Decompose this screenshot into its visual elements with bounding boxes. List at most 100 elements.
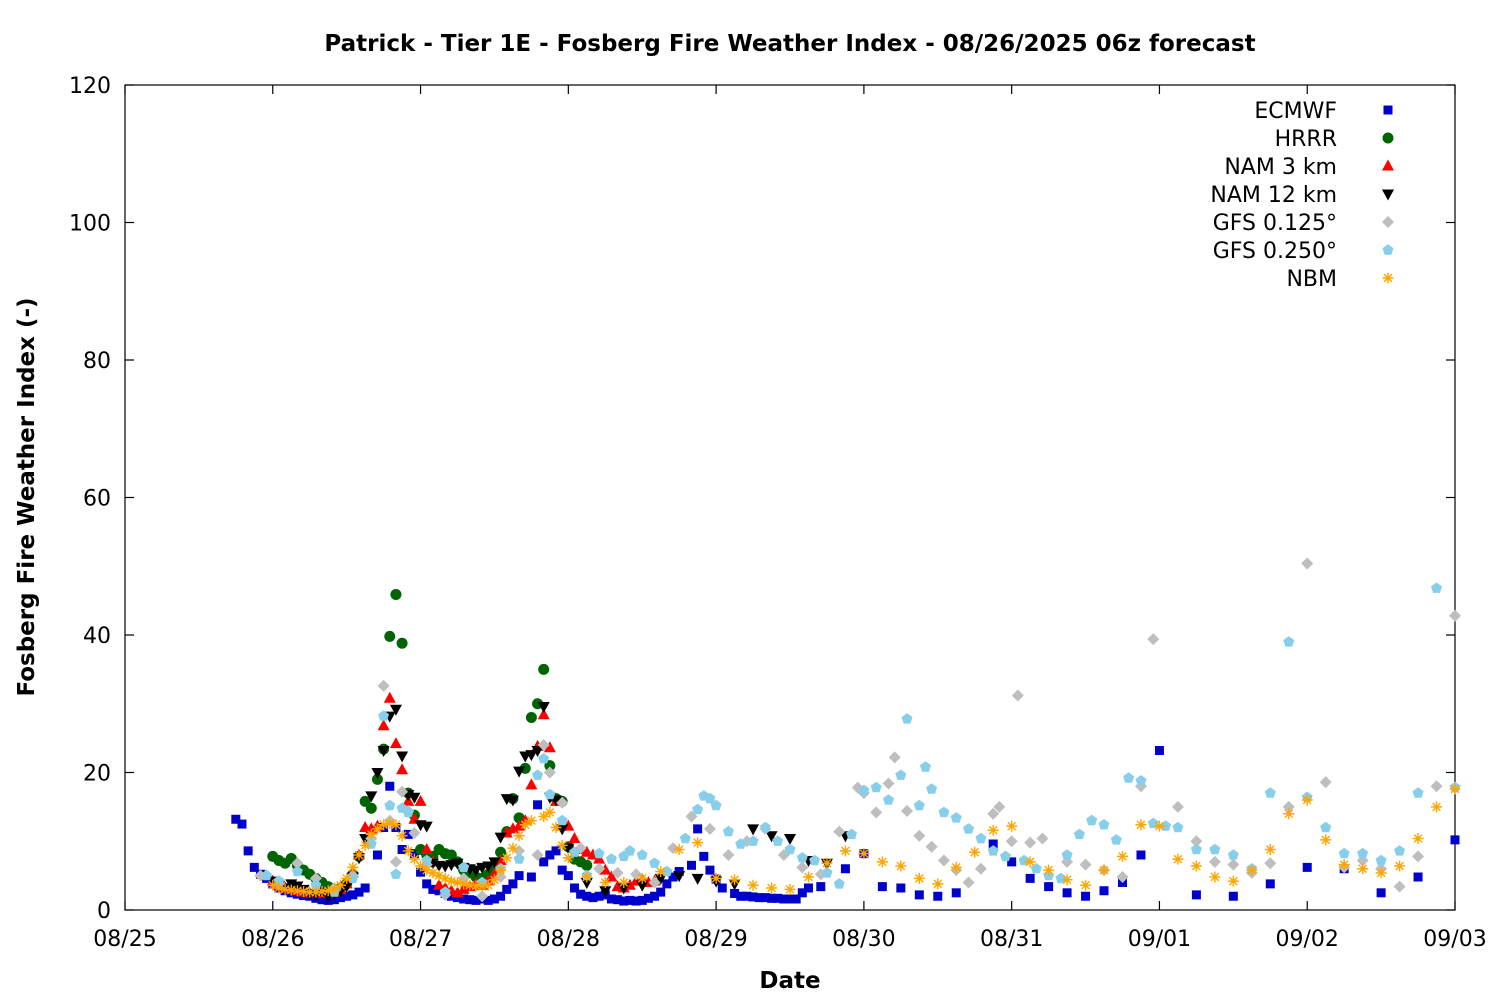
data-point: [544, 788, 556, 800]
data-point: [433, 878, 446, 890]
legend-label: NAM 3 km: [1224, 155, 1337, 180]
data-point: [1061, 849, 1073, 860]
data-point: [974, 862, 987, 875]
data-point: [791, 894, 801, 904]
data-point: [599, 863, 612, 875]
data-point: [1007, 857, 1017, 867]
data-point: [699, 851, 709, 861]
data-point: [465, 895, 475, 905]
data-point: [556, 839, 568, 851]
data-point: [365, 791, 378, 803]
data-point: [1283, 636, 1295, 647]
data-point: [796, 861, 809, 874]
data-point: [267, 879, 279, 891]
data-point: [1098, 819, 1110, 830]
data-point: [1301, 794, 1313, 806]
legend-label: NBM: [1286, 267, 1337, 292]
data-point: [389, 704, 402, 716]
data-point: [471, 895, 481, 905]
data-point: [513, 830, 525, 842]
data-point: [1264, 857, 1277, 870]
data-point: [962, 876, 975, 889]
x-tick-label: 08/25: [93, 927, 156, 952]
data-point: [1301, 557, 1314, 570]
data-point: [925, 840, 938, 853]
data-point: [279, 883, 291, 895]
data-point: [730, 889, 740, 898]
data-point: [543, 741, 556, 753]
data-point: [390, 868, 402, 879]
data-point: [766, 882, 778, 894]
data-point: [543, 766, 556, 779]
data-point: [1412, 833, 1424, 844]
data-point: [802, 871, 814, 883]
data-point: [760, 893, 770, 903]
data-point: [1079, 858, 1092, 871]
data-point: [772, 835, 784, 846]
data-point: [773, 893, 783, 903]
data-point: [858, 848, 870, 860]
data-point: [538, 811, 550, 822]
data-point: [494, 832, 507, 844]
data-point: [594, 891, 604, 901]
data-point: [1413, 872, 1423, 882]
data-point: [508, 879, 518, 889]
x-tick-label: 09/02: [1276, 927, 1339, 952]
y-tick-label: 60: [83, 487, 111, 512]
data-point: [1036, 832, 1049, 845]
data-point: [408, 853, 420, 865]
data-point: [360, 883, 370, 893]
data-point: [1055, 872, 1067, 884]
data-point: [1172, 821, 1184, 833]
data-point: [420, 821, 433, 833]
data-markers: [231, 557, 1461, 906]
data-point: [692, 803, 704, 815]
data-point: [1135, 775, 1147, 786]
data-point: [476, 881, 488, 893]
data-point: [291, 885, 303, 897]
data-point: [459, 894, 469, 904]
data-point: [1338, 847, 1350, 859]
data-point: [975, 832, 987, 844]
data-point: [533, 800, 543, 810]
data-point: [348, 890, 358, 900]
data-point: [420, 843, 433, 854]
data-point: [365, 828, 377, 840]
data-point: [1264, 844, 1276, 855]
data-point: [273, 875, 285, 886]
data-point: [1024, 856, 1036, 868]
data-point: [625, 895, 635, 905]
data-point: [446, 891, 456, 901]
data-point: [537, 702, 550, 713]
series-square: [231, 746, 1460, 906]
data-point: [933, 891, 943, 901]
data-point: [422, 879, 432, 889]
data-point: [1430, 780, 1443, 793]
data-point: [858, 784, 870, 796]
data-point: [1024, 836, 1037, 849]
data-point: [606, 894, 616, 904]
data-point: [735, 838, 747, 849]
data-point: [636, 880, 649, 892]
data-point: [742, 891, 752, 901]
data-point: [654, 873, 667, 885]
data-point: [1044, 882, 1054, 892]
data-point: [630, 868, 643, 881]
data-point: [452, 877, 463, 888]
legend-label: ECMWF: [1254, 99, 1337, 124]
data-point: [1099, 886, 1109, 896]
data-point: [747, 835, 759, 846]
data-point: [1190, 860, 1202, 872]
data-point: [538, 663, 550, 675]
data-point: [506, 795, 519, 807]
data-point: [656, 887, 666, 897]
y-tick-label: 100: [69, 212, 111, 237]
data-point: [550, 822, 562, 833]
data-point: [372, 850, 382, 860]
x-tick-label: 08/31: [980, 927, 1043, 952]
data-point: [588, 893, 598, 903]
data-point: [371, 768, 384, 779]
data-point: [384, 817, 396, 829]
data-point: [1000, 850, 1011, 862]
data-point: [913, 872, 925, 884]
